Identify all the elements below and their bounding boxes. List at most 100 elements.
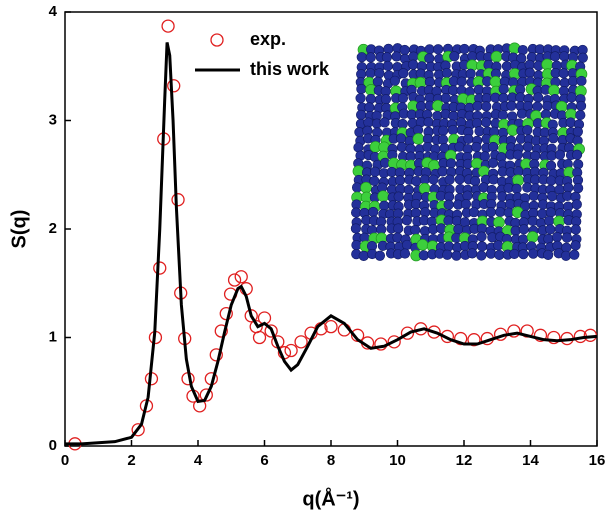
atom bbox=[541, 58, 553, 71]
atom bbox=[554, 149, 566, 160]
atom bbox=[505, 199, 516, 210]
data-point bbox=[507, 324, 521, 338]
atom bbox=[532, 101, 543, 112]
atom bbox=[351, 240, 362, 251]
atom bbox=[369, 175, 380, 187]
atom bbox=[565, 117, 576, 128]
atom bbox=[495, 206, 506, 218]
atom bbox=[397, 93, 409, 104]
atom bbox=[570, 240, 581, 251]
atom bbox=[374, 68, 385, 79]
atom bbox=[490, 50, 503, 63]
atom bbox=[497, 109, 509, 121]
atom bbox=[428, 174, 439, 185]
atom bbox=[381, 52, 393, 63]
x-tick-label: 4 bbox=[194, 452, 203, 469]
data-point bbox=[454, 331, 468, 346]
atom bbox=[472, 100, 483, 112]
atom bbox=[436, 223, 447, 234]
atom bbox=[571, 199, 582, 210]
atom bbox=[498, 92, 509, 104]
data-point bbox=[167, 79, 181, 93]
atom bbox=[462, 190, 473, 201]
atom bbox=[546, 175, 557, 186]
x-tick-label: 10 bbox=[389, 452, 406, 469]
atom bbox=[575, 100, 587, 112]
atom bbox=[372, 76, 383, 87]
y-tick-label: 1 bbox=[49, 328, 57, 345]
atom bbox=[566, 92, 577, 103]
atom bbox=[395, 133, 407, 144]
atom bbox=[571, 149, 583, 160]
atom bbox=[480, 117, 492, 128]
atom bbox=[489, 75, 502, 88]
atom bbox=[365, 93, 376, 105]
atom bbox=[518, 224, 529, 235]
atom bbox=[456, 76, 467, 87]
atom bbox=[509, 248, 520, 260]
atom bbox=[444, 174, 455, 185]
atom bbox=[537, 208, 548, 219]
data-point bbox=[547, 330, 561, 345]
atom bbox=[379, 117, 390, 128]
atom bbox=[516, 108, 528, 119]
atom bbox=[451, 250, 462, 261]
atom bbox=[544, 215, 555, 226]
atom bbox=[411, 176, 422, 187]
atom bbox=[512, 149, 523, 160]
atom bbox=[548, 133, 559, 144]
data-point bbox=[199, 388, 213, 402]
atom bbox=[448, 110, 459, 122]
atom bbox=[570, 224, 581, 235]
atom bbox=[573, 183, 584, 194]
atom bbox=[476, 250, 487, 261]
y-axis-title: S(q) bbox=[8, 210, 30, 249]
data-point bbox=[467, 333, 481, 347]
y-tick-label: 4 bbox=[49, 3, 58, 20]
atom bbox=[506, 100, 517, 111]
atom bbox=[364, 102, 375, 113]
atom bbox=[358, 250, 369, 261]
atom bbox=[412, 133, 425, 145]
atom bbox=[526, 231, 539, 243]
atom bbox=[441, 67, 452, 79]
data-point bbox=[264, 324, 278, 338]
legend-swatch bbox=[210, 33, 224, 47]
atom bbox=[463, 133, 474, 145]
atom bbox=[467, 248, 478, 259]
atom bbox=[356, 109, 367, 120]
atom bbox=[383, 43, 394, 54]
atom bbox=[393, 191, 404, 202]
atom bbox=[399, 44, 410, 56]
atom bbox=[542, 100, 553, 112]
atom bbox=[350, 223, 362, 234]
data-point bbox=[252, 330, 267, 345]
atom bbox=[577, 52, 588, 63]
atom bbox=[360, 181, 372, 194]
atom bbox=[440, 92, 451, 104]
atom bbox=[487, 157, 499, 168]
atom bbox=[389, 75, 401, 86]
atom bbox=[443, 199, 454, 210]
data-point bbox=[131, 423, 145, 437]
atom bbox=[438, 125, 449, 136]
atom bbox=[471, 141, 482, 153]
atom bbox=[569, 249, 580, 260]
x-tick-label: 8 bbox=[327, 452, 335, 469]
atom bbox=[356, 52, 367, 63]
atom bbox=[561, 232, 573, 243]
x-tick-label: 0 bbox=[61, 452, 69, 469]
atom bbox=[551, 231, 563, 243]
data-point bbox=[387, 335, 401, 349]
atom bbox=[468, 207, 480, 218]
atom bbox=[528, 190, 539, 202]
atom bbox=[488, 174, 499, 185]
y-tick-label: 0 bbox=[49, 437, 57, 454]
atom bbox=[493, 240, 504, 251]
atom bbox=[433, 44, 444, 55]
atom bbox=[424, 53, 435, 64]
atom bbox=[460, 198, 472, 210]
data-line bbox=[65, 42, 598, 446]
atom bbox=[485, 207, 496, 218]
data-point bbox=[214, 324, 228, 338]
